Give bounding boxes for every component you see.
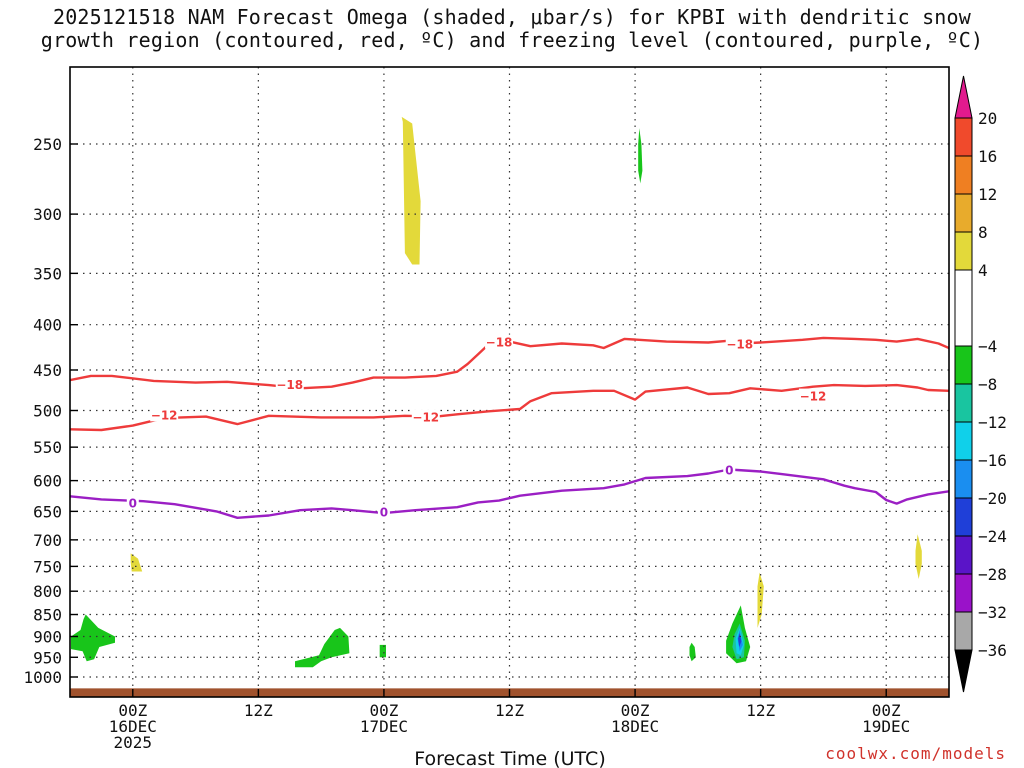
y-tick-label-450: 450: [33, 361, 62, 380]
y-tick-label-800: 800: [33, 582, 62, 601]
colorbar-label--24: −24: [978, 527, 1007, 546]
colorbar-label-8: 8: [978, 223, 988, 242]
y-tick-label-900: 900: [33, 627, 62, 646]
omega-shading-layer: [71, 116, 922, 668]
x-tick-label-3-1: 12Z: [495, 701, 524, 720]
omega-region-3: [915, 534, 922, 579]
chart-title-line-2: growth region (contoured, red, ºC) and f…: [40, 28, 984, 52]
y-tick-label-1000: 1000: [23, 668, 62, 687]
omega-region-7: [379, 644, 386, 658]
contour-label-0-0: 0: [129, 496, 137, 510]
x-tick-label-6-1: 00Z: [872, 701, 901, 720]
colorbar-bin-2: [954, 535, 973, 575]
colorbar-bin-12: [954, 117, 973, 157]
x-tick-label-6-2: 19DEC: [862, 717, 910, 736]
colorbar-label--32: −32: [978, 603, 1007, 622]
contour-label--12-1: −12: [412, 411, 439, 425]
y-axis: 250 300 350 400 450 500 550 600 650 700 750 800 850 9…: [23, 135, 78, 687]
x-tick-label-5-1: 12Z: [746, 701, 775, 720]
omega-region-5: [71, 614, 115, 662]
x-tick-label-0-1: 00Z: [118, 701, 147, 720]
x-tick-label-0-3: 2025: [114, 733, 153, 752]
x-tick-label-2-2: 17DEC: [360, 717, 408, 736]
contour-label-0-2: 0: [725, 464, 733, 478]
y-tick-label-600: 600: [33, 472, 62, 491]
grid-layer: [70, 67, 949, 697]
colorbar-bin-6: [954, 383, 973, 423]
contour-label-bg--18-2: [725, 336, 754, 351]
colorbar-bin-4: [954, 459, 973, 499]
colorbar-label-20: 20: [978, 109, 997, 128]
omega-region-0: [401, 116, 421, 265]
y-tick-label-300: 300: [33, 205, 62, 224]
contour-label-bg-0-0: [126, 495, 139, 510]
colorbar-low-arrow: [954, 649, 973, 693]
colorbar: −36 −32 −28 −24 −20 −16 −12 −8 −4 4 8 12 16 20: [954, 75, 1007, 693]
colorbar-label-16: 16: [978, 147, 997, 166]
colorbar-label--28: −28: [978, 565, 1007, 584]
colorbar-label-4: 4: [978, 261, 988, 280]
contour-layer: −18 −18 −18 −12 −12 −12 0 0 0: [70, 334, 949, 519]
omega-region-2: [130, 553, 143, 572]
contour-label--12-0: −12: [151, 408, 178, 422]
chart-title: 2025121518 NAM Forecast Omega (shaded, μ…: [0, 6, 1024, 52]
colorbar-bin-9: [954, 231, 973, 271]
x-tick-label-4-2: 18DEC: [611, 717, 659, 736]
colorbar-label--20: −20: [978, 489, 1007, 508]
contour-label--18-2: −18: [726, 337, 753, 351]
y-tick-label-650: 650: [33, 502, 62, 521]
chart-title-line-1: 2025121518 NAM Forecast Omega (shaded, μ…: [52, 5, 972, 29]
contour-label-bg--12-2: [798, 388, 827, 403]
colorbar-bin-0: [954, 611, 973, 651]
omega-region-1: [638, 128, 643, 184]
y-tick-label-700: 700: [33, 531, 62, 550]
contour-label-bg--18-0: [275, 377, 304, 392]
y-tick-label-550: 550: [33, 438, 62, 457]
x-tick-label-4-1: 00Z: [621, 701, 650, 720]
x-tick-label-0-2: 16DEC: [109, 717, 157, 736]
colorbar-high-arrow: [954, 75, 973, 119]
colorbar-bin-7: [954, 345, 973, 385]
y-tick-label-350: 350: [33, 264, 62, 283]
colorbar-bin-1: [954, 573, 973, 613]
colorbar-label--4: −4: [978, 337, 997, 356]
colorbar-bin-5: [954, 421, 973, 461]
contour-label-bg--12-1: [411, 409, 440, 424]
omega-region-8: [689, 642, 696, 662]
omega-region-13: [738, 633, 742, 647]
x-tick-label-1-1: 12Z: [244, 701, 273, 720]
colorbar-label--36: −36: [978, 641, 1007, 660]
x-axis-label: Forecast Time (UTC): [414, 748, 605, 768]
y-tick-label-400: 400: [33, 316, 62, 335]
contour-label--18-1: −18: [486, 336, 513, 350]
contour-label-bg-0-1: [377, 504, 390, 519]
x-tick-label-2-1: 00Z: [369, 701, 398, 720]
colorbar-label--8: −8: [978, 375, 997, 394]
colorbar-bin-3: [954, 497, 973, 537]
y-tick-label-950: 950: [33, 648, 62, 667]
y-tick-label-500: 500: [33, 402, 62, 421]
omega-region-6: [295, 627, 350, 668]
contour-label-0-1: 0: [380, 505, 388, 519]
colorbar-label--12: −12: [978, 413, 1007, 432]
contour-line--18: [70, 336, 949, 390]
colorbar-label--16: −16: [978, 451, 1007, 470]
colorbar-bin-8: [954, 269, 973, 347]
contour-line--12: [70, 383, 949, 432]
contour-label-bg--12-0: [150, 407, 179, 422]
colorbar-bin-11: [954, 155, 973, 195]
y-tick-label-750: 750: [33, 557, 62, 576]
contour-label-bg--18-1: [485, 334, 514, 349]
contour-label--18-0: −18: [276, 378, 303, 392]
colorbar-bin-10: [954, 193, 973, 233]
colorbar-label-12: 12: [978, 185, 997, 204]
contour-line-0: [70, 468, 949, 519]
y-tick-label-850: 850: [33, 606, 62, 625]
credit-text: coolwx.com/models: [825, 744, 1006, 763]
y-tick-label-250: 250: [33, 135, 62, 154]
contour-label--12-2: −12: [800, 390, 827, 404]
contour-label-bg-0-2: [723, 462, 736, 477]
